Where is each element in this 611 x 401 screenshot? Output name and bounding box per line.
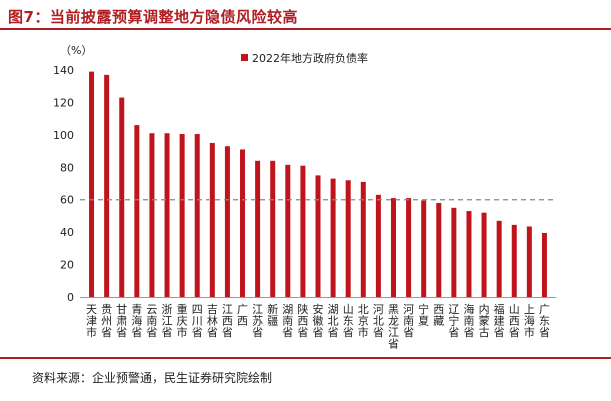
x-tick-label: 青海省 xyxy=(131,303,142,339)
bar xyxy=(315,175,321,297)
figure-title: 图7：当前披露预算调整地方隐债风险较高 xyxy=(8,8,298,26)
y-tick-label: 0 xyxy=(67,291,74,304)
x-tick-label: 湖北省 xyxy=(328,303,339,339)
bar xyxy=(406,198,412,297)
bar xyxy=(330,178,336,297)
x-tick-label: 广东省 xyxy=(539,303,550,339)
x-tick-label: 辽宁省 xyxy=(448,303,459,339)
y-tick-label: 120 xyxy=(53,96,74,109)
y-tick-label: 60 xyxy=(60,194,74,207)
bar xyxy=(496,220,502,297)
bar xyxy=(421,200,427,297)
x-tick-label: 黑龙江省 xyxy=(388,303,399,351)
bar-chart: （%） 2022年地方政府负债率 0 20 40 60 80 100 120 140 天津市贵… xyxy=(53,44,556,351)
bar xyxy=(179,134,185,297)
bar xyxy=(240,149,246,297)
x-tick-label: 湖南省 xyxy=(282,303,293,339)
bar xyxy=(436,202,442,297)
x-tick-label: 广西 xyxy=(237,303,248,328)
bar xyxy=(104,74,110,297)
footer-divider xyxy=(0,357,611,359)
y-tick-label: 20 xyxy=(60,259,74,272)
bar xyxy=(300,165,306,297)
x-tick-label: 安徽省 xyxy=(313,302,324,339)
x-tick-label: 山东省 xyxy=(343,303,354,339)
bar xyxy=(255,160,261,297)
bar xyxy=(511,224,517,297)
x-axis-labels: 天津市贵州省甘肃省青海省云南省浙江省重庆市四川省吉林省江西省广西江苏省新疆湖南省… xyxy=(86,302,550,351)
bar xyxy=(164,133,170,297)
bar xyxy=(466,211,472,297)
bar-series xyxy=(89,71,547,297)
y-tick-label: 40 xyxy=(60,226,74,239)
x-tick-label: 天津市 xyxy=(86,303,97,339)
x-tick-label: 河北省 xyxy=(373,303,384,339)
x-tick-label: 新疆 xyxy=(267,302,278,328)
bar xyxy=(360,181,366,297)
bar xyxy=(194,134,200,297)
bar xyxy=(526,226,532,297)
x-tick-label: 甘肃省 xyxy=(116,303,127,339)
x-tick-label: 内蒙古 xyxy=(479,302,490,339)
x-tick-label: 北京市 xyxy=(358,303,369,339)
y-axis-unit-label: （%） xyxy=(60,44,92,57)
x-tick-label: 山西省 xyxy=(509,303,520,339)
y-tick-label: 80 xyxy=(60,161,74,174)
x-tick-label: 浙江省 xyxy=(162,303,173,339)
x-tick-label: 陕西省 xyxy=(297,302,308,339)
x-tick-label: 海南省 xyxy=(463,302,474,339)
x-tick-label: 福建省 xyxy=(494,302,505,339)
y-axis: 0 20 40 60 80 100 120 140 xyxy=(53,64,74,304)
bar xyxy=(134,125,140,297)
x-tick-label: 西藏 xyxy=(433,303,444,328)
x-tick-label: 宁夏 xyxy=(418,302,429,328)
x-tick-label: 贵州省 xyxy=(101,303,112,339)
bar xyxy=(375,194,381,297)
bar xyxy=(149,133,155,297)
x-tick-label: 上海市 xyxy=(524,303,535,339)
x-tick-label: 河南省 xyxy=(403,303,414,339)
bar xyxy=(119,97,125,297)
source-note: 资料来源：企业预警通，民生证券研究院绘制 xyxy=(32,371,273,385)
bar xyxy=(481,212,487,297)
x-tick-label: 江苏省 xyxy=(252,303,263,339)
bar xyxy=(451,207,457,297)
legend-swatch xyxy=(241,54,248,61)
bar xyxy=(345,180,351,297)
x-tick-label: 江西省 xyxy=(222,303,233,339)
bar xyxy=(390,198,396,297)
y-tick-label: 100 xyxy=(53,129,74,142)
bar xyxy=(224,146,230,297)
x-tick-label: 吉林省 xyxy=(207,303,218,339)
bar xyxy=(89,71,95,297)
legend-label: 2022年地方政府负债率 xyxy=(252,51,368,65)
bar xyxy=(541,232,547,297)
bar xyxy=(285,164,291,297)
x-tick-label: 四川省 xyxy=(192,303,203,339)
bar xyxy=(270,160,276,297)
x-tick-label: 重庆市 xyxy=(177,302,188,339)
title-divider xyxy=(0,28,611,30)
y-tick-label: 140 xyxy=(53,64,74,77)
bar xyxy=(209,142,215,297)
x-tick-label: 云南省 xyxy=(146,303,157,339)
